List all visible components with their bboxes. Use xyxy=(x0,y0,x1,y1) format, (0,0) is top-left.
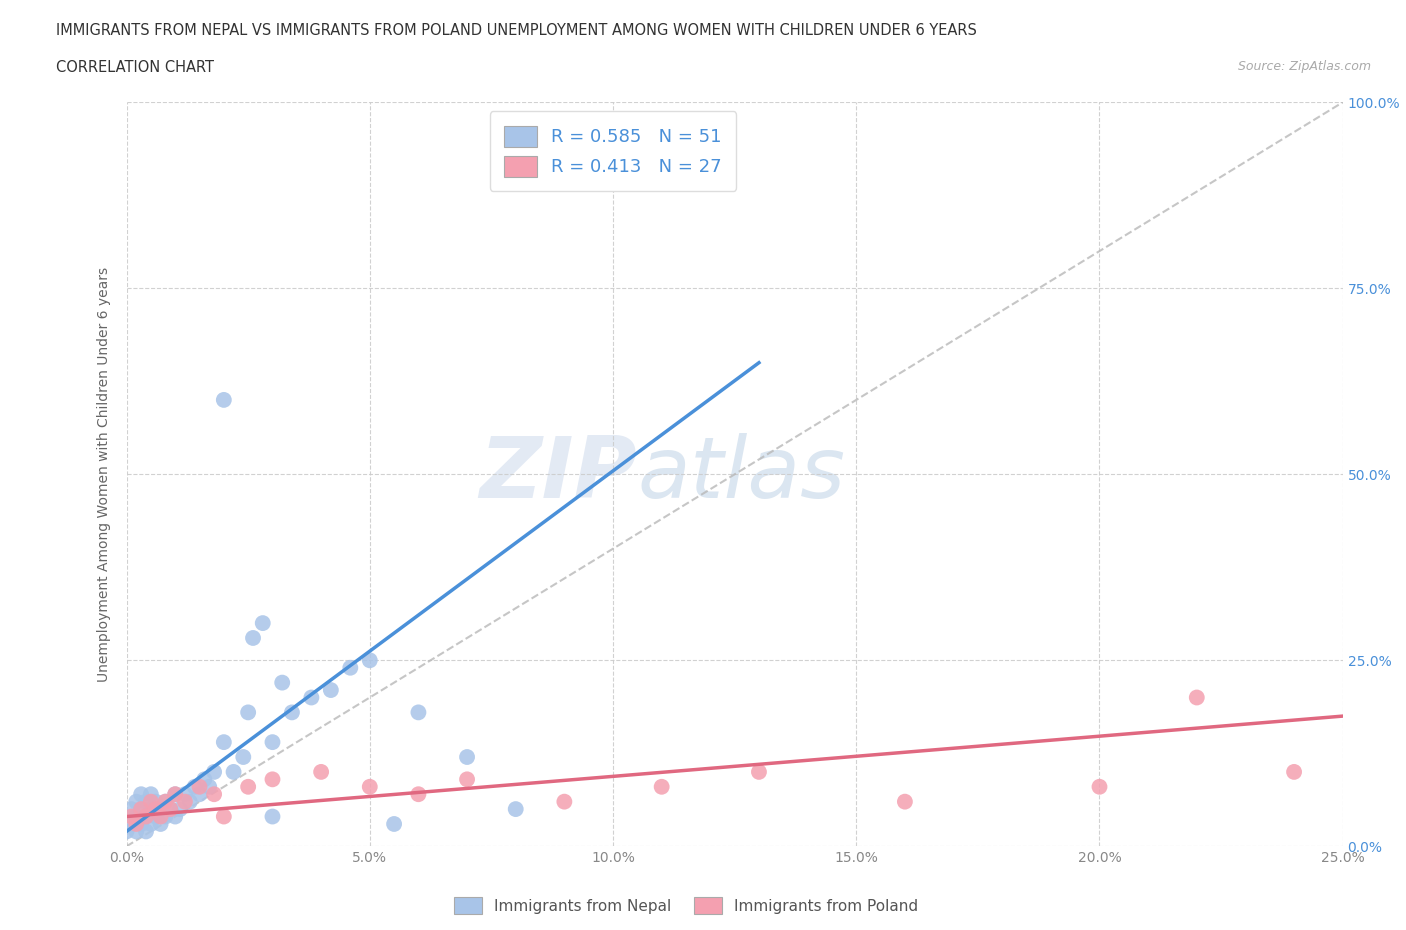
Point xyxy=(115,824,138,839)
Point xyxy=(456,750,478,764)
Point xyxy=(271,675,294,690)
Point xyxy=(165,787,187,802)
Point xyxy=(456,772,478,787)
Point xyxy=(262,809,284,824)
Text: Source: ZipAtlas.com: Source: ZipAtlas.com xyxy=(1237,60,1371,73)
Point xyxy=(212,809,235,824)
Point xyxy=(149,809,172,824)
Point xyxy=(382,817,405,831)
Point xyxy=(155,809,177,824)
Point xyxy=(129,817,152,831)
Point xyxy=(165,787,187,802)
Point xyxy=(129,802,152,817)
Point xyxy=(299,690,322,705)
Point xyxy=(1282,764,1305,779)
Point xyxy=(174,794,197,809)
Point xyxy=(242,631,264,645)
Point xyxy=(174,787,197,802)
Point xyxy=(179,794,201,809)
Point xyxy=(202,787,225,802)
Point xyxy=(1185,690,1208,705)
Point xyxy=(135,809,157,824)
Point xyxy=(309,764,332,779)
Point xyxy=(169,802,191,817)
Text: CORRELATION CHART: CORRELATION CHART xyxy=(56,60,214,75)
Point xyxy=(149,817,172,831)
Point xyxy=(155,794,177,809)
Point xyxy=(281,705,304,720)
Point xyxy=(183,779,205,794)
Point xyxy=(139,787,162,802)
Point xyxy=(188,787,211,802)
Point xyxy=(135,794,157,809)
Point xyxy=(202,764,225,779)
Point xyxy=(135,809,157,824)
Point xyxy=(125,824,148,839)
Point xyxy=(120,817,142,831)
Point xyxy=(120,802,142,817)
Point xyxy=(408,705,430,720)
Point xyxy=(1088,779,1111,794)
Point xyxy=(236,779,259,794)
Point xyxy=(252,616,274,631)
Point xyxy=(553,794,575,809)
Point xyxy=(748,764,770,779)
Point xyxy=(188,779,211,794)
Y-axis label: Unemployment Among Women with Children Under 6 years: Unemployment Among Women with Children U… xyxy=(97,267,111,682)
Point xyxy=(145,809,167,824)
Point xyxy=(212,735,235,750)
Point xyxy=(159,802,181,817)
Point xyxy=(125,809,148,824)
Point xyxy=(198,779,221,794)
Point xyxy=(129,802,152,817)
Point xyxy=(159,802,181,817)
Point xyxy=(139,817,162,831)
Point xyxy=(135,824,157,839)
Point xyxy=(139,794,162,809)
Point xyxy=(129,787,152,802)
Text: ZIP: ZIP xyxy=(479,432,637,516)
Point xyxy=(165,809,187,824)
Point xyxy=(125,817,148,831)
Point xyxy=(651,779,673,794)
Point xyxy=(155,794,177,809)
Point xyxy=(408,787,430,802)
Point xyxy=(359,779,381,794)
Point xyxy=(222,764,245,779)
Point xyxy=(145,802,167,817)
Point xyxy=(894,794,917,809)
Point xyxy=(212,392,235,407)
Point xyxy=(262,772,284,787)
Point xyxy=(149,802,172,817)
Legend: Immigrants from Nepal, Immigrants from Poland: Immigrants from Nepal, Immigrants from P… xyxy=(449,891,924,921)
Text: IMMIGRANTS FROM NEPAL VS IMMIGRANTS FROM POLAND UNEMPLOYMENT AMONG WOMEN WITH CH: IMMIGRANTS FROM NEPAL VS IMMIGRANTS FROM… xyxy=(56,23,977,38)
Point xyxy=(262,735,284,750)
Point xyxy=(120,809,142,824)
Point xyxy=(145,794,167,809)
Point xyxy=(232,750,254,764)
Point xyxy=(193,772,215,787)
Point xyxy=(339,660,361,675)
Text: atlas: atlas xyxy=(637,432,845,516)
Point xyxy=(236,705,259,720)
Point xyxy=(139,802,162,817)
Point xyxy=(359,653,381,668)
Point xyxy=(505,802,527,817)
Point xyxy=(125,794,148,809)
Point xyxy=(319,683,342,698)
